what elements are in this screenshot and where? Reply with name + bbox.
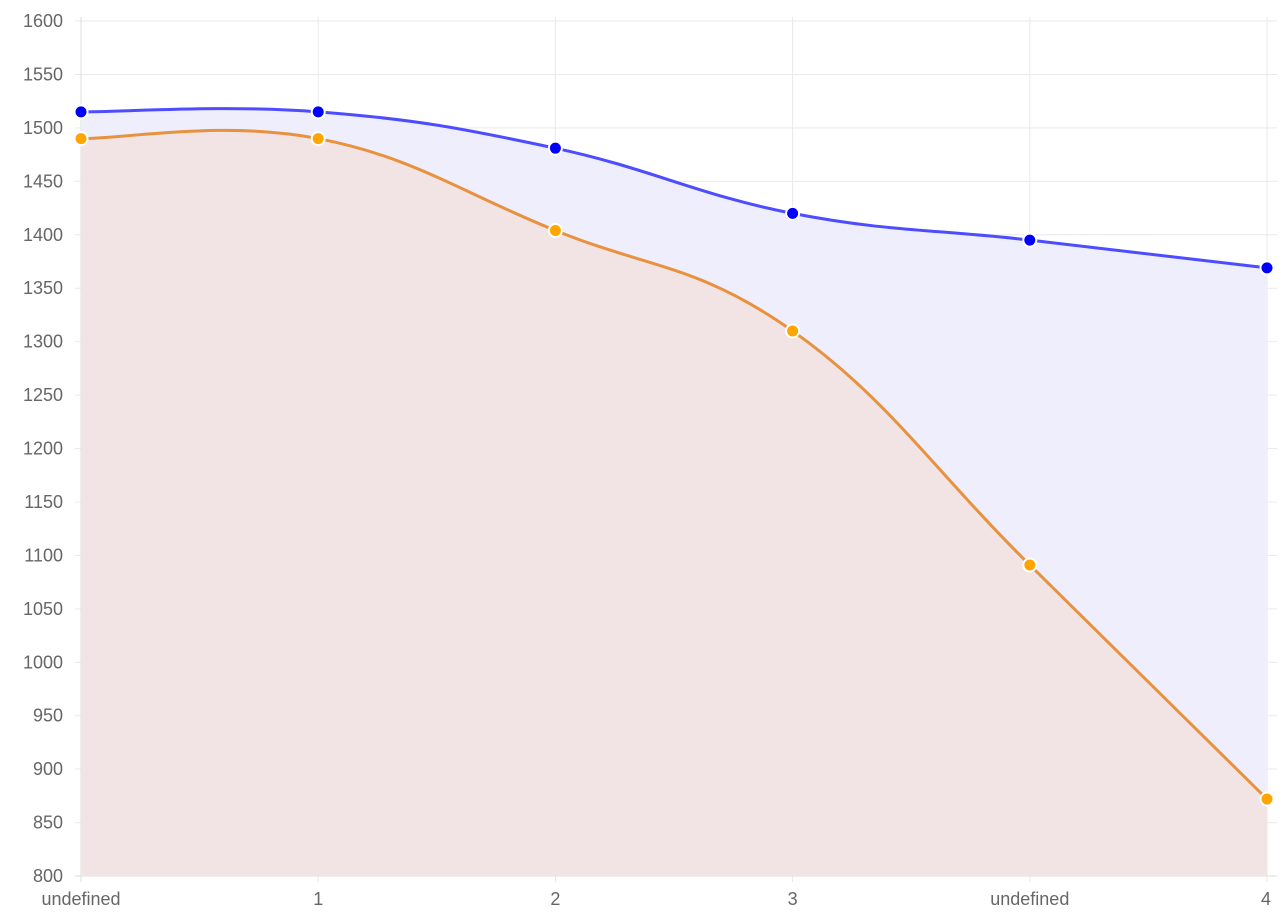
y-tick-label: 1000 <box>23 652 63 672</box>
x-tick-label: 2 <box>550 889 560 909</box>
y-tick-label: 1250 <box>23 385 63 405</box>
series-1-point[interactable] <box>1022 232 1038 248</box>
y-tick-label: 850 <box>33 813 63 833</box>
series-2-point[interactable] <box>73 131 89 147</box>
series-1-point[interactable] <box>547 140 563 156</box>
y-tick-label: 1600 <box>23 11 63 31</box>
x-tick-label: 1 <box>313 889 323 909</box>
area-layer <box>81 108 1267 877</box>
series-2-point[interactable] <box>310 131 326 147</box>
y-axis-ticks: 800 850 900 950 1000 1050 1100 1150 1200 1250 1300… <box>23 11 63 886</box>
y-tick-label: 900 <box>33 759 63 779</box>
series-1-point[interactable] <box>310 104 326 120</box>
y-tick-label: 950 <box>33 706 63 726</box>
series-2-area <box>81 130 1267 877</box>
series-2-line <box>80 128 1269 801</box>
y-tick-label: 1450 <box>23 171 63 191</box>
y-tick-label: 1200 <box>23 439 63 459</box>
x-tick-label: 4 <box>1261 889 1271 909</box>
x-tick-label: 3 <box>788 889 798 909</box>
series-1-point[interactable] <box>1259 260 1275 276</box>
y-tick-label: 1300 <box>23 332 63 352</box>
y-tick-label: 1050 <box>23 599 63 619</box>
line-layer <box>80 107 1269 801</box>
y-tick-label: 1350 <box>23 278 63 298</box>
series-1-point[interactable] <box>73 104 89 120</box>
y-tick-label: 1400 <box>23 225 63 245</box>
series-1-point[interactable] <box>785 205 801 221</box>
series-2-point[interactable] <box>785 323 801 339</box>
series-1-line <box>80 107 1268 270</box>
point-layer <box>73 104 1275 807</box>
x-tick-label: undefined <box>41 889 120 909</box>
y-tick-label: 1500 <box>23 118 63 138</box>
x-axis-ticks: undefined 1 2 3 undefined 4 <box>41 889 1271 909</box>
y-tick-label: 800 <box>33 866 63 886</box>
series-2-point[interactable] <box>547 222 563 238</box>
x-tick-label: undefined <box>990 889 1069 909</box>
y-tick-label: 1150 <box>24 492 63 512</box>
y-tick-label: 1550 <box>23 64 63 84</box>
series-2-point[interactable] <box>1022 557 1038 573</box>
y-tick-label: 1100 <box>24 545 63 565</box>
series-2-point[interactable] <box>1259 791 1275 807</box>
